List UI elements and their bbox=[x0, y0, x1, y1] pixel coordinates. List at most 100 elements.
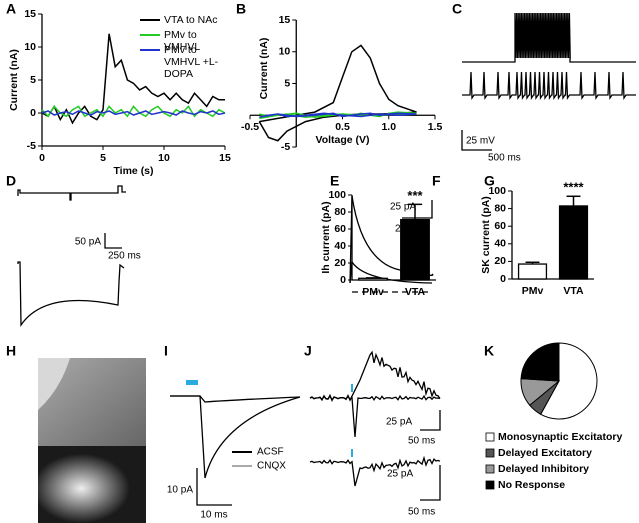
y-tick-label: 60 bbox=[334, 223, 346, 235]
light-pulse bbox=[351, 384, 353, 392]
x-tick-label: 5 bbox=[100, 152, 106, 164]
y-tick-label: 80 bbox=[334, 206, 346, 218]
scale-bar bbox=[104, 233, 122, 249]
pie-slice bbox=[540, 342, 598, 420]
panel-label: F bbox=[432, 173, 441, 189]
bar bbox=[358, 277, 388, 281]
panel-label: D bbox=[6, 173, 16, 189]
panel-label: B bbox=[236, 1, 246, 17]
y-tick-label: 5 bbox=[284, 77, 290, 89]
scale-bar bbox=[196, 468, 232, 506]
x-tick-label: 1.0 bbox=[381, 121, 396, 133]
y-tick-label: 0 bbox=[500, 273, 506, 285]
y-tick-label: 5 bbox=[30, 74, 36, 86]
legend-label: Monosynaptic Excitatory bbox=[498, 431, 622, 443]
scale-label: 25 mV bbox=[466, 136, 495, 147]
image-detail bbox=[38, 358, 70, 410]
legend-item: VTA to NAc bbox=[140, 14, 230, 26]
y-tick-label: 0 bbox=[30, 107, 36, 119]
y-tick-label: -5 bbox=[27, 140, 36, 152]
scale-bar bbox=[461, 130, 492, 151]
trace bbox=[17, 261, 125, 328]
trace bbox=[170, 395, 301, 479]
x-tick-label: -0.5 bbox=[241, 121, 259, 133]
series-line bbox=[41, 105, 226, 118]
legend-swatch bbox=[140, 49, 160, 51]
series-line bbox=[258, 44, 417, 142]
legend-swatch bbox=[485, 480, 495, 490]
x-tick-label: VTA bbox=[563, 285, 584, 297]
panel-label: J bbox=[304, 343, 312, 359]
y-tick-label: 20 bbox=[334, 257, 346, 269]
y-tick-label: 40 bbox=[334, 240, 346, 252]
panel-label: A bbox=[6, 1, 16, 17]
y-tick-label: 100 bbox=[328, 189, 346, 201]
legend-label: No Response bbox=[498, 479, 565, 491]
y-tick-label: 60 bbox=[494, 220, 506, 232]
x-axis-label: Time (s) bbox=[113, 165, 153, 177]
scale-bar bbox=[420, 410, 441, 431]
trace bbox=[309, 394, 441, 438]
y-tick-label: 15 bbox=[24, 8, 36, 20]
series-line bbox=[41, 33, 225, 125]
image bbox=[38, 446, 146, 523]
pie-slice bbox=[520, 342, 560, 382]
trace bbox=[349, 195, 434, 284]
y-tick-label: 40 bbox=[494, 238, 506, 250]
legend-swatch bbox=[140, 19, 160, 21]
y-axis-label: Current (nA) bbox=[8, 49, 20, 111]
legend-swatch bbox=[485, 464, 495, 474]
x-tick-label: 0 bbox=[39, 152, 45, 164]
light-pulse bbox=[186, 380, 198, 385]
trace bbox=[170, 395, 301, 403]
legend-label: PMv to VMHVL +L-DOPA bbox=[164, 44, 219, 80]
scale-label: 25 pA bbox=[390, 202, 416, 213]
legend-label: Delayed Inhibitory bbox=[498, 463, 589, 475]
y-tick-label: 0 bbox=[340, 274, 346, 286]
x-tick-label: 0.5 bbox=[335, 121, 350, 133]
scale-label: 50 ms bbox=[408, 507, 435, 518]
annotation: *** bbox=[407, 188, 423, 203]
legend-label: VTA to NAc bbox=[164, 14, 218, 26]
scale-label: 10 ms bbox=[200, 510, 227, 521]
scale-label: 25 pA bbox=[387, 469, 413, 480]
legend-swatch bbox=[140, 34, 160, 36]
y-tick-label: 80 bbox=[494, 202, 506, 214]
bar bbox=[400, 218, 430, 281]
y-tick-label: 20 bbox=[494, 255, 506, 267]
scale-label: 10 pA bbox=[167, 485, 193, 496]
trace bbox=[309, 350, 441, 403]
y-axis-label: Ih current (pA) bbox=[320, 201, 332, 273]
x-tick-label: PMv bbox=[522, 285, 544, 297]
x-axis-label: Voltage (V) bbox=[315, 134, 369, 146]
bar bbox=[517, 263, 548, 280]
scale-label: 500 ms bbox=[488, 153, 521, 164]
trace bbox=[309, 455, 441, 487]
series-line bbox=[259, 112, 417, 118]
panel-label: G bbox=[484, 173, 495, 189]
legend-label: ACSF bbox=[257, 447, 284, 458]
series-line bbox=[41, 110, 226, 116]
legend-swatch bbox=[485, 432, 495, 442]
scale-label: 250 ms bbox=[108, 251, 141, 262]
scale-bar bbox=[420, 465, 441, 501]
trace bbox=[462, 12, 636, 63]
bar bbox=[558, 205, 589, 280]
panel-label: C bbox=[452, 1, 462, 17]
x-tick-label: VTA bbox=[405, 286, 426, 298]
y-tick-label: 100 bbox=[488, 185, 506, 197]
y-tick-label: 15 bbox=[279, 14, 291, 26]
panel-label: H bbox=[6, 343, 16, 359]
trace bbox=[17, 185, 126, 201]
legend-swatch bbox=[485, 448, 495, 458]
trace bbox=[462, 71, 636, 101]
y-axis-label: Current (nA) bbox=[258, 38, 270, 100]
scale-bar bbox=[402, 200, 433, 219]
panel-label: I bbox=[164, 343, 168, 359]
annotation: **** bbox=[563, 180, 584, 195]
scale-label: 50 pA bbox=[75, 237, 101, 248]
x-tick-label: 10 bbox=[158, 152, 170, 164]
legend-item: PMv to VMHVL bbox=[140, 29, 230, 53]
